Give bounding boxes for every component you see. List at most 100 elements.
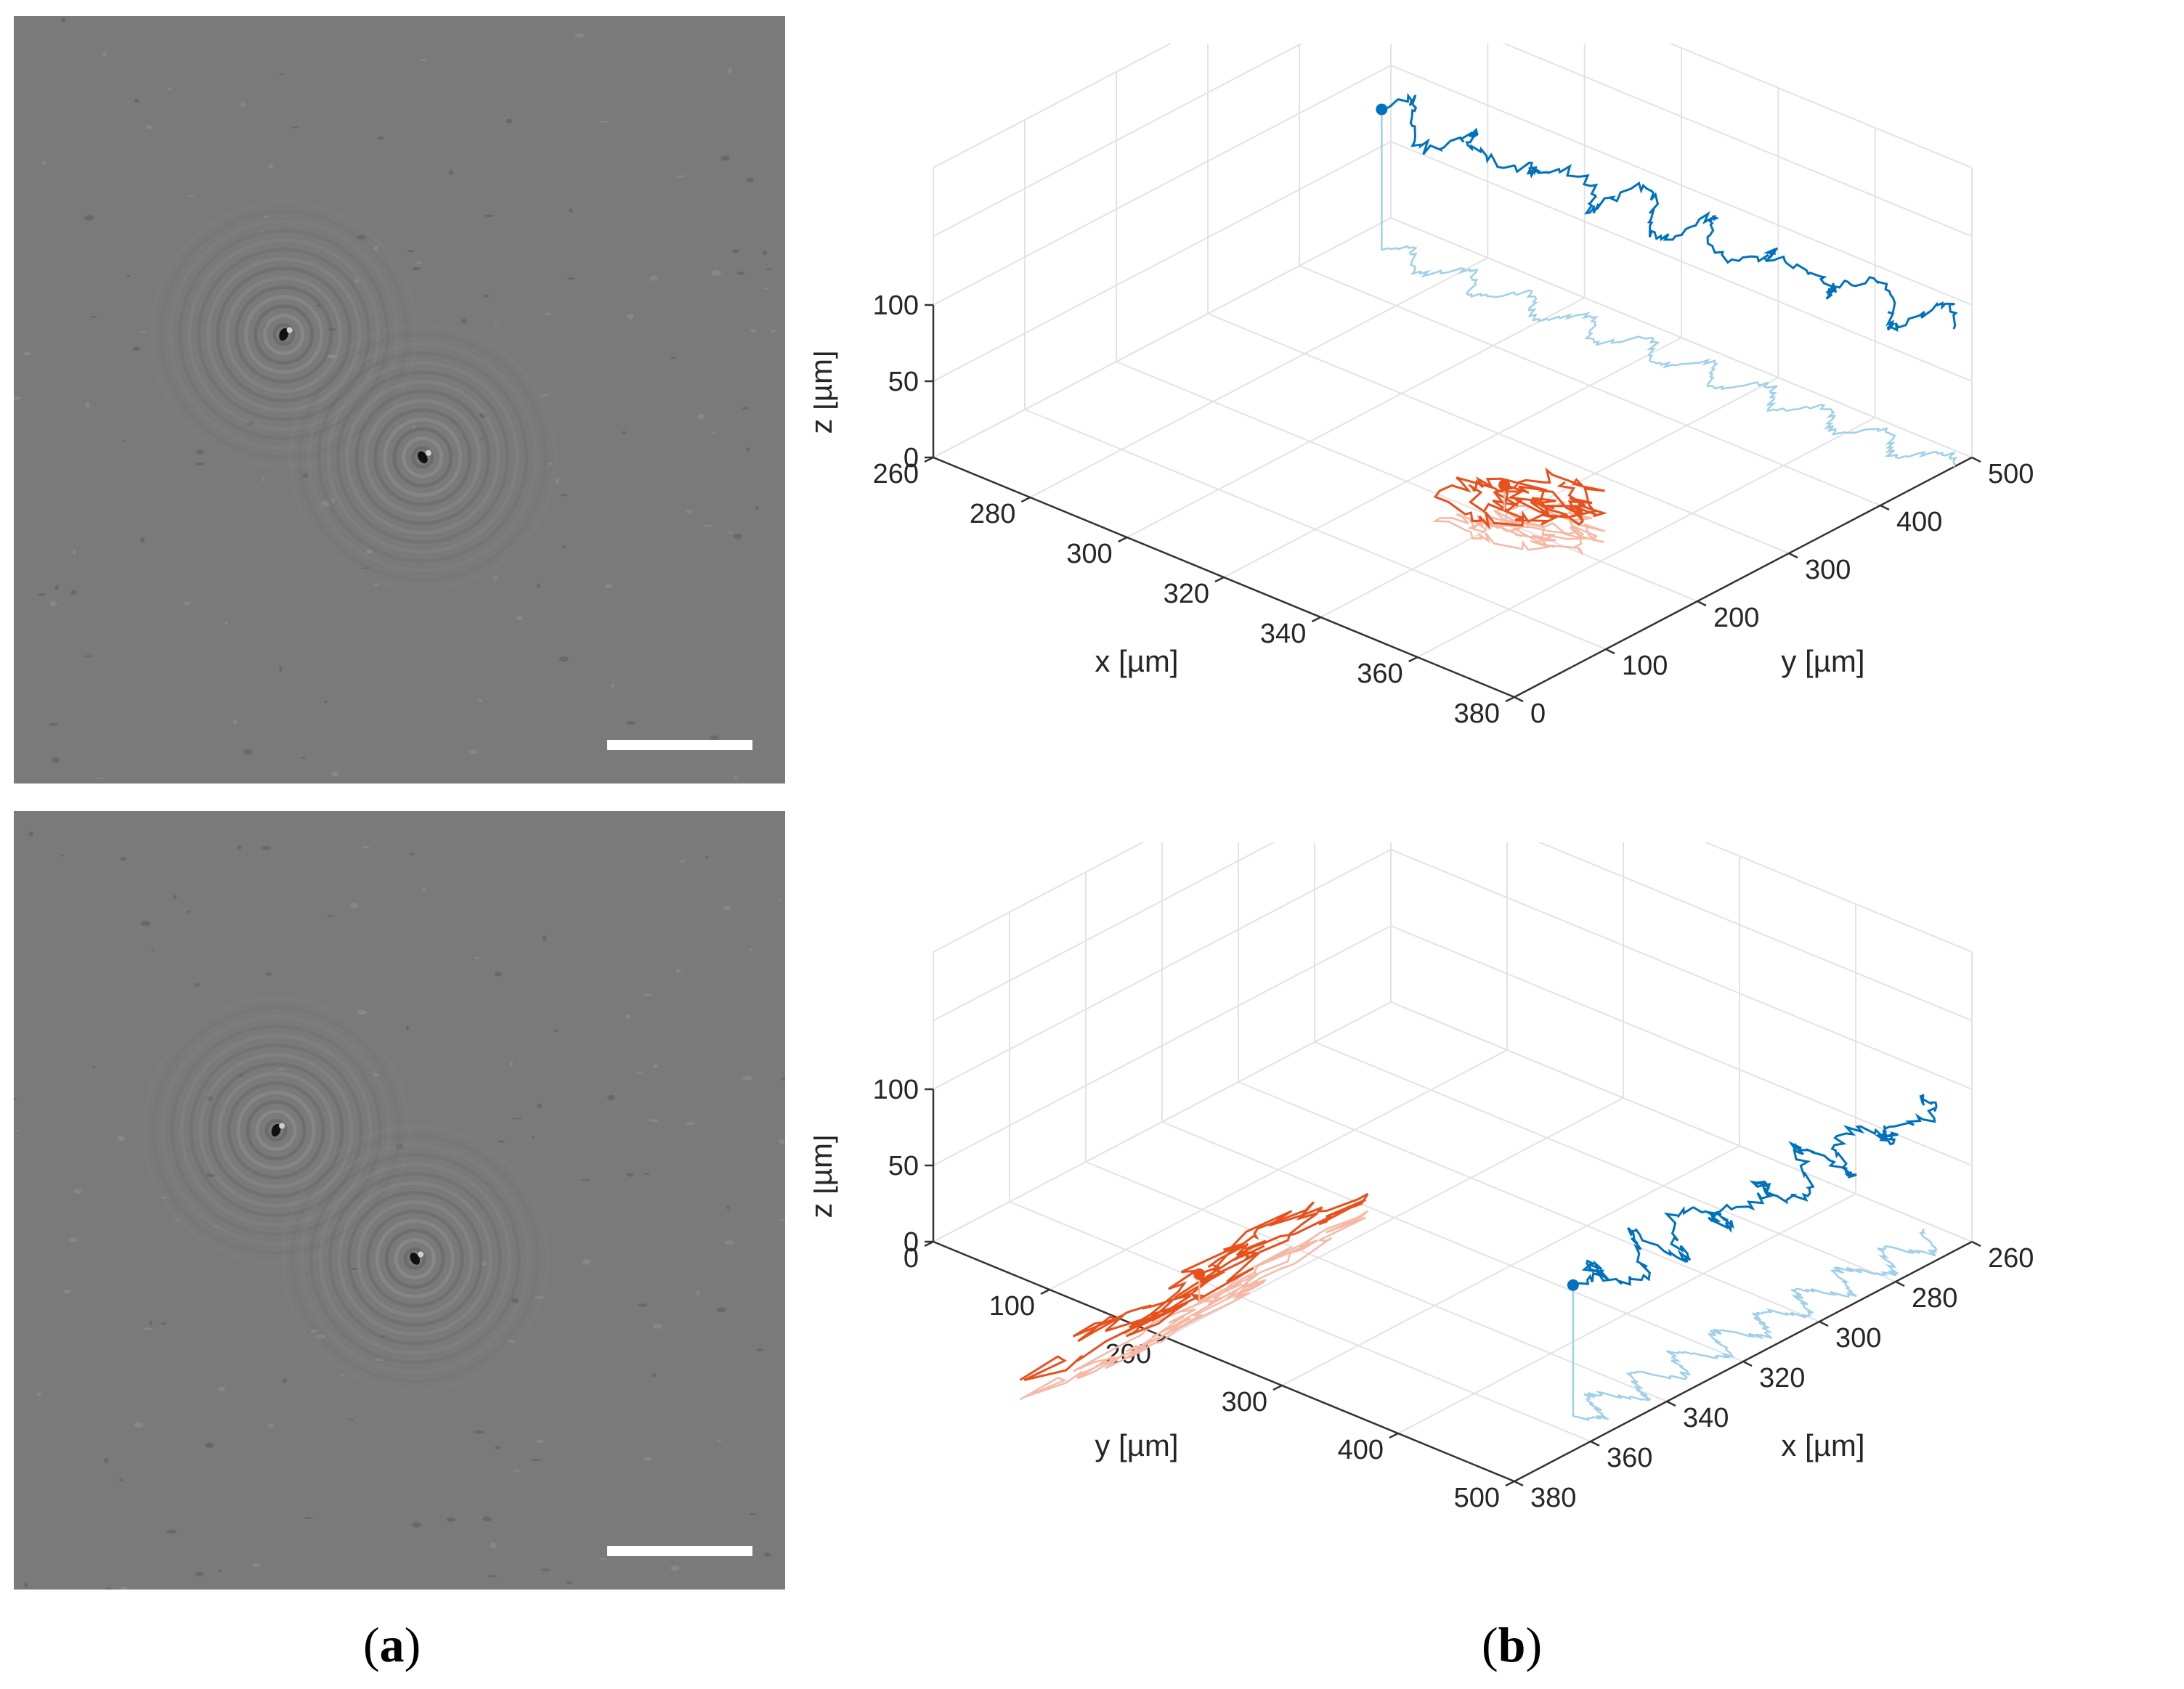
speckle-mark	[512, 1118, 522, 1120]
speckle-mark	[649, 1119, 659, 1123]
tick-mark	[1118, 536, 1128, 543]
speckle-mark	[265, 972, 272, 976]
speckle-mark	[419, 551, 423, 553]
trajectory-shadow-1	[1381, 245, 1958, 468]
start-marker-1	[1376, 103, 1388, 115]
wall-grid-line	[1390, 141, 1973, 382]
diffraction-ring	[356, 1200, 474, 1317]
speckle-mark	[756, 1348, 764, 1351]
speckle-mark	[685, 1122, 696, 1126]
speckle-mark	[14, 396, 21, 400]
diffraction-pattern	[142, 996, 410, 1265]
diffraction-ring	[345, 380, 500, 535]
speckle-mark	[749, 1513, 757, 1515]
speckle-mark	[497, 1140, 506, 1143]
speckle-mark	[260, 229, 264, 233]
speckle-mark	[151, 949, 155, 951]
speckle-mark	[780, 1078, 785, 1080]
speckle-mark	[161, 1322, 166, 1326]
speckle-mark	[302, 473, 309, 478]
speckle-mark	[531, 1136, 535, 1139]
speckle-mark	[696, 1290, 700, 1295]
panel-label-a: (a)	[363, 1616, 421, 1674]
diffraction-ring	[169, 219, 399, 450]
diffraction-ring	[299, 1143, 530, 1374]
speckle-mark	[621, 431, 627, 435]
speckle-mark	[23, 351, 31, 356]
diffraction-ring	[198, 1053, 354, 1208]
speckle-mark	[139, 537, 145, 543]
speckle-mark	[357, 1009, 368, 1015]
diffraction-ring	[272, 323, 296, 346]
speckle-mark	[652, 1064, 659, 1068]
speckle-mark	[569, 208, 573, 213]
wall-grid-line	[1390, 1001, 1973, 1242]
floor-grid-line	[1116, 361, 1698, 602]
speckle-mark	[195, 982, 200, 987]
speckle-mark	[73, 550, 76, 555]
speckle-mark	[726, 1205, 730, 1210]
speckle-mark	[446, 1517, 456, 1522]
speckle-mark	[237, 845, 242, 850]
particle-highlight	[425, 449, 431, 456]
hologram-speckle	[14, 17, 776, 780]
speckle-mark	[331, 771, 339, 777]
speckle-mark	[484, 214, 495, 217]
speckle-mark	[542, 935, 547, 942]
tick-label-axis2: 260	[1988, 1243, 2034, 1274]
tick-mark	[1408, 656, 1418, 663]
speckle-mark	[183, 601, 192, 606]
speckle-mark	[356, 235, 366, 240]
speckle-mark	[133, 1422, 144, 1428]
hologram-background	[14, 811, 785, 1590]
tick-mark	[1697, 600, 1707, 607]
tick-mark	[1819, 1320, 1829, 1327]
diffraction-ring	[328, 1171, 502, 1346]
speckle-mark	[324, 700, 328, 704]
floor-grid-line	[1207, 313, 1790, 554]
tick-label-axis2: 320	[1759, 1363, 1805, 1393]
speckle-mark	[224, 621, 228, 625]
diffraction-ring	[227, 1081, 325, 1180]
speckle-mark	[474, 1430, 484, 1434]
diffraction-ring	[373, 408, 472, 507]
speckle-mark	[268, 163, 274, 168]
speckle-mark	[567, 277, 576, 280]
speckle-mark	[89, 316, 98, 318]
speckle-mark	[360, 845, 370, 849]
wall-grid-line	[1704, 842, 1973, 953]
tick-label-axis1: 0	[904, 1243, 919, 1274]
speckle-mark	[763, 1552, 771, 1557]
tick-label-z: 100	[873, 290, 919, 321]
hologram-image-bottom	[14, 811, 785, 1590]
speckle-mark	[140, 921, 151, 927]
speckle-mark	[540, 1568, 551, 1571]
speckle-mark	[670, 1565, 680, 1571]
speckle-mark	[763, 287, 770, 290]
speckle-mark	[779, 1139, 785, 1144]
tick-label-axis2: 340	[1683, 1403, 1729, 1433]
speckle-mark	[555, 478, 559, 484]
speckle-mark	[267, 1424, 275, 1428]
speckle-mark	[121, 440, 126, 442]
floor-grid-line	[1320, 377, 1779, 618]
diffraction-ring	[365, 1209, 464, 1308]
floor-grid-line	[1314, 1041, 1896, 1282]
speckle-mark	[553, 1030, 559, 1033]
speckle-mark	[291, 126, 299, 129]
speckle-mark	[405, 1025, 409, 1031]
speckle-mark	[119, 1478, 123, 1482]
diffraction-ring	[263, 314, 305, 356]
speckle-mark	[340, 1374, 345, 1377]
diffraction-ring	[253, 304, 314, 365]
floor-grid-line	[1029, 257, 1488, 498]
speckle-mark	[746, 447, 750, 452]
particle-highlight	[279, 1123, 285, 1129]
speckle-mark	[196, 449, 204, 455]
diffraction-ring	[354, 389, 491, 526]
speckle-mark	[83, 655, 94, 657]
axis-label-2: x [µm]	[1781, 1428, 1864, 1462]
speckle-mark	[627, 313, 634, 320]
speckle-mark	[686, 509, 692, 513]
diffraction-ring	[290, 1134, 540, 1383]
